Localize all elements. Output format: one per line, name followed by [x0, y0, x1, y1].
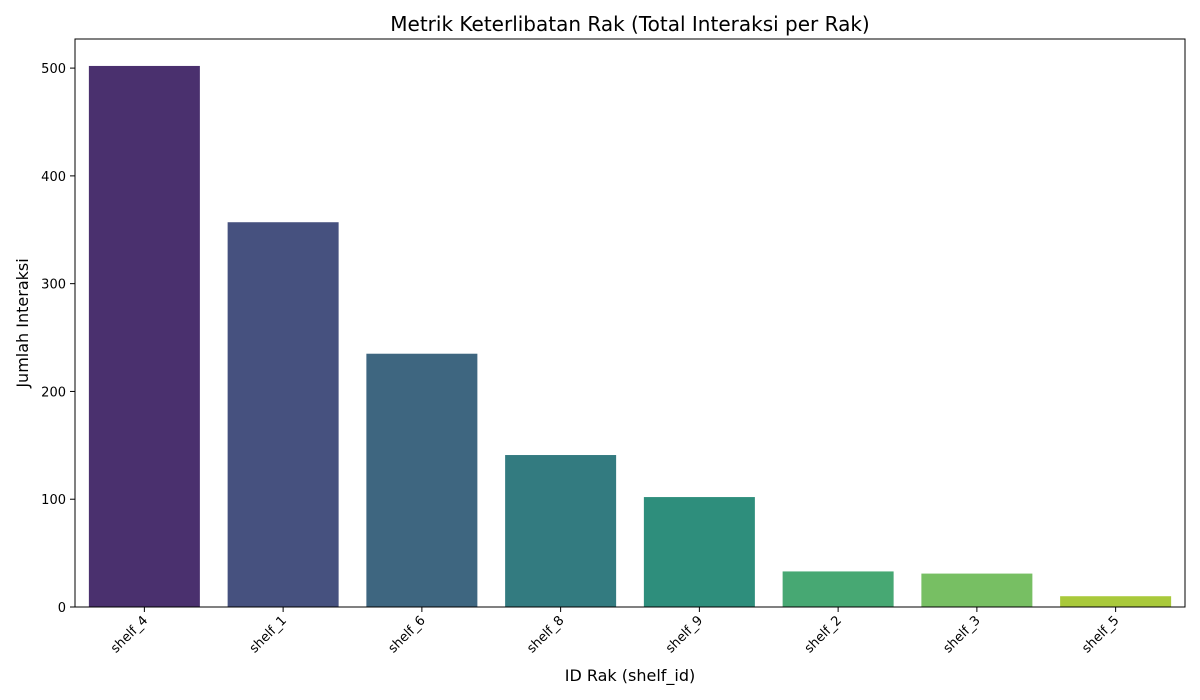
- x-tick-label: shelf_2: [802, 613, 845, 656]
- bar-shelf_3: [921, 573, 1033, 607]
- bar-shelf_9: [643, 497, 755, 607]
- y-tick-label: 400: [41, 170, 66, 185]
- bars-group: [88, 65, 1172, 608]
- y-axis-label: Jumlah Interaksi: [13, 258, 32, 388]
- bar-shelf_2: [782, 571, 894, 607]
- plot-frame: [74, 38, 1186, 608]
- bar-shelf_8: [505, 455, 617, 607]
- x-axis: shelf_4 shelf_1 shelf_6 shelf_8 shelf_9 shelf…: [108, 607, 1122, 656]
- y-tick-label: 500: [41, 62, 66, 77]
- x-tick-label: shelf_6: [386, 613, 429, 656]
- bar-shelf_6: [366, 353, 478, 607]
- x-tick-label: shelf_8: [524, 613, 567, 656]
- x-tick-label: shelf_5: [1079, 613, 1122, 656]
- chart-title: Metrik Keterlibatan Rak (Total Interaksi…: [390, 12, 869, 36]
- x-axis-label: ID Rak (shelf_id): [565, 666, 696, 686]
- y-tick-label: 0: [58, 601, 66, 616]
- x-tick-label: shelf_3: [941, 613, 984, 656]
- x-tick-label: shelf_1: [247, 613, 290, 656]
- y-tick-label: 100: [41, 493, 66, 508]
- x-tick-label: shelf_9: [663, 613, 706, 656]
- bar-shelf_5: [1060, 596, 1172, 607]
- y-axis: 0 100 200 300 400 500: [41, 62, 75, 616]
- x-tick-label: shelf_4: [108, 613, 151, 656]
- y-tick-label: 200: [41, 385, 66, 400]
- y-tick-label: 300: [41, 278, 66, 293]
- bar-shelf_1: [227, 222, 339, 607]
- bar-shelf_4: [88, 65, 200, 608]
